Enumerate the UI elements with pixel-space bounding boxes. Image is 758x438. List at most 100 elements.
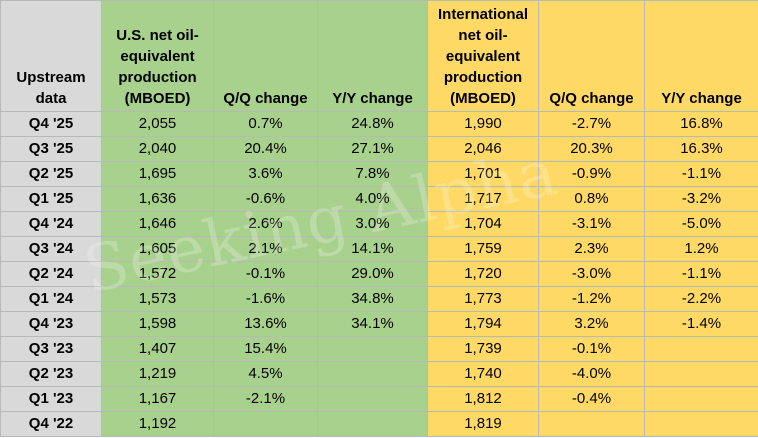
cell-us-yy[interactable]: 27.1% (317, 136, 428, 162)
cell-intl-yy[interactable]: -1.1% (644, 261, 758, 287)
cell-us-qq[interactable]: 4.5% (213, 361, 318, 387)
table-row: Q4 '22 1,192 1,819 (0, 411, 758, 437)
cell-us-qq[interactable]: 2.6% (213, 211, 318, 237)
cell-us-production[interactable]: 1,646 (101, 211, 214, 237)
cell-us-yy[interactable]: 34.1% (317, 311, 428, 337)
cell-us-qq[interactable]: -2.1% (213, 386, 318, 412)
cell-intl-qq[interactable]: -3.1% (538, 211, 645, 237)
cell-us-qq[interactable]: 15.4% (213, 336, 318, 362)
cell-us-qq[interactable]: -0.1% (213, 261, 318, 287)
cell-us-production[interactable]: 1,572 (101, 261, 214, 287)
cell-quarter[interactable]: Q4 '22 (0, 411, 102, 437)
cell-quarter[interactable]: Q1 '25 (0, 186, 102, 212)
cell-intl-yy[interactable] (644, 336, 758, 362)
cell-us-qq[interactable]: 3.6% (213, 161, 318, 187)
cell-us-production[interactable]: 1,605 (101, 236, 214, 262)
cell-intl-qq[interactable]: -0.1% (538, 336, 645, 362)
cell-us-qq[interactable]: -0.6% (213, 186, 318, 212)
cell-intl-yy[interactable]: -5.0% (644, 211, 758, 237)
header-intl-yy-change[interactable]: Y/Y change (644, 0, 758, 112)
cell-us-production[interactable]: 1,695 (101, 161, 214, 187)
cell-intl-production[interactable]: 1,717 (427, 186, 539, 212)
header-us-qq-change[interactable]: Q/Q change (213, 0, 318, 112)
cell-intl-qq[interactable]: -0.4% (538, 386, 645, 412)
cell-intl-yy[interactable]: -2.2% (644, 286, 758, 312)
cell-us-qq[interactable]: 2.1% (213, 236, 318, 262)
cell-us-production[interactable]: 2,040 (101, 136, 214, 162)
header-intl-production[interactable]: International net oil-equivalent product… (427, 0, 539, 112)
cell-intl-qq[interactable]: -4.0% (538, 361, 645, 387)
cell-us-production[interactable]: 1,598 (101, 311, 214, 337)
cell-us-yy[interactable] (317, 386, 428, 412)
header-upstream-data[interactable]: Upstream data (0, 0, 102, 112)
cell-quarter[interactable]: Q2 '23 (0, 361, 102, 387)
cell-us-production[interactable]: 2,055 (101, 111, 214, 137)
cell-quarter[interactable]: Q2 '25 (0, 161, 102, 187)
cell-intl-production[interactable]: 1,704 (427, 211, 539, 237)
cell-intl-qq[interactable]: -2.7% (538, 111, 645, 137)
cell-intl-yy[interactable]: -1.4% (644, 311, 758, 337)
cell-us-qq[interactable] (213, 411, 318, 437)
table-row: Q1 '23 1,167 -2.1% 1,812 -0.4% (0, 386, 758, 412)
cell-us-yy[interactable]: 7.8% (317, 161, 428, 187)
cell-us-production[interactable]: 1,192 (101, 411, 214, 437)
cell-us-yy[interactable]: 4.0% (317, 186, 428, 212)
header-us-production[interactable]: U.S. net oil-equivalent production (MBOE… (101, 0, 214, 112)
cell-quarter[interactable]: Q3 '23 (0, 336, 102, 362)
cell-intl-qq[interactable]: 20.3% (538, 136, 645, 162)
cell-intl-qq[interactable]: -0.9% (538, 161, 645, 187)
cell-quarter[interactable]: Q3 '25 (0, 136, 102, 162)
cell-us-qq[interactable]: 13.6% (213, 311, 318, 337)
cell-intl-qq[interactable] (538, 411, 645, 437)
cell-intl-yy[interactable]: 1.2% (644, 236, 758, 262)
cell-intl-production[interactable]: 1,739 (427, 336, 539, 362)
cell-us-yy[interactable]: 14.1% (317, 236, 428, 262)
cell-us-yy[interactable]: 3.0% (317, 211, 428, 237)
cell-quarter[interactable]: Q4 '23 (0, 311, 102, 337)
header-us-yy-change[interactable]: Y/Y change (317, 0, 428, 112)
cell-intl-production[interactable]: 1,990 (427, 111, 539, 137)
header-intl-qq-change[interactable]: Q/Q change (538, 0, 645, 112)
cell-us-yy[interactable]: 34.8% (317, 286, 428, 312)
cell-us-production[interactable]: 1,219 (101, 361, 214, 387)
cell-us-qq[interactable]: -1.6% (213, 286, 318, 312)
cell-intl-yy[interactable]: -1.1% (644, 161, 758, 187)
cell-intl-yy[interactable] (644, 411, 758, 437)
cell-intl-production[interactable]: 1,720 (427, 261, 539, 287)
cell-intl-production[interactable]: 1,701 (427, 161, 539, 187)
cell-intl-yy[interactable]: -3.2% (644, 186, 758, 212)
cell-intl-qq[interactable]: -1.2% (538, 286, 645, 312)
cell-intl-production[interactable]: 1,794 (427, 311, 539, 337)
cell-intl-production[interactable]: 1,759 (427, 236, 539, 262)
cell-us-yy[interactable] (317, 336, 428, 362)
cell-us-production[interactable]: 1,636 (101, 186, 214, 212)
cell-intl-qq[interactable]: 2.3% (538, 236, 645, 262)
cell-us-qq[interactable]: 20.4% (213, 136, 318, 162)
cell-us-yy[interactable] (317, 361, 428, 387)
cell-intl-production[interactable]: 2,046 (427, 136, 539, 162)
cell-intl-yy[interactable] (644, 386, 758, 412)
cell-quarter[interactable]: Q4 '24 (0, 211, 102, 237)
cell-intl-yy[interactable]: 16.8% (644, 111, 758, 137)
cell-quarter[interactable]: Q3 '24 (0, 236, 102, 262)
cell-us-production[interactable]: 1,167 (101, 386, 214, 412)
cell-intl-production[interactable]: 1,773 (427, 286, 539, 312)
cell-us-production[interactable]: 1,407 (101, 336, 214, 362)
cell-intl-production[interactable]: 1,819 (427, 411, 539, 437)
cell-quarter[interactable]: Q1 '23 (0, 386, 102, 412)
cell-us-qq[interactable]: 0.7% (213, 111, 318, 137)
cell-us-production[interactable]: 1,573 (101, 286, 214, 312)
cell-us-yy[interactable] (317, 411, 428, 437)
cell-intl-qq[interactable]: 3.2% (538, 311, 645, 337)
cell-intl-qq[interactable]: -3.0% (538, 261, 645, 287)
cell-intl-production[interactable]: 1,740 (427, 361, 539, 387)
cell-quarter[interactable]: Q2 '24 (0, 261, 102, 287)
cell-us-yy[interactable]: 24.8% (317, 111, 428, 137)
cell-intl-yy[interactable]: 16.3% (644, 136, 758, 162)
cell-intl-yy[interactable] (644, 361, 758, 387)
cell-quarter[interactable]: Q4 '25 (0, 111, 102, 137)
cell-quarter[interactable]: Q1 '24 (0, 286, 102, 312)
cell-intl-production[interactable]: 1,812 (427, 386, 539, 412)
cell-us-yy[interactable]: 29.0% (317, 261, 428, 287)
cell-intl-qq[interactable]: 0.8% (538, 186, 645, 212)
